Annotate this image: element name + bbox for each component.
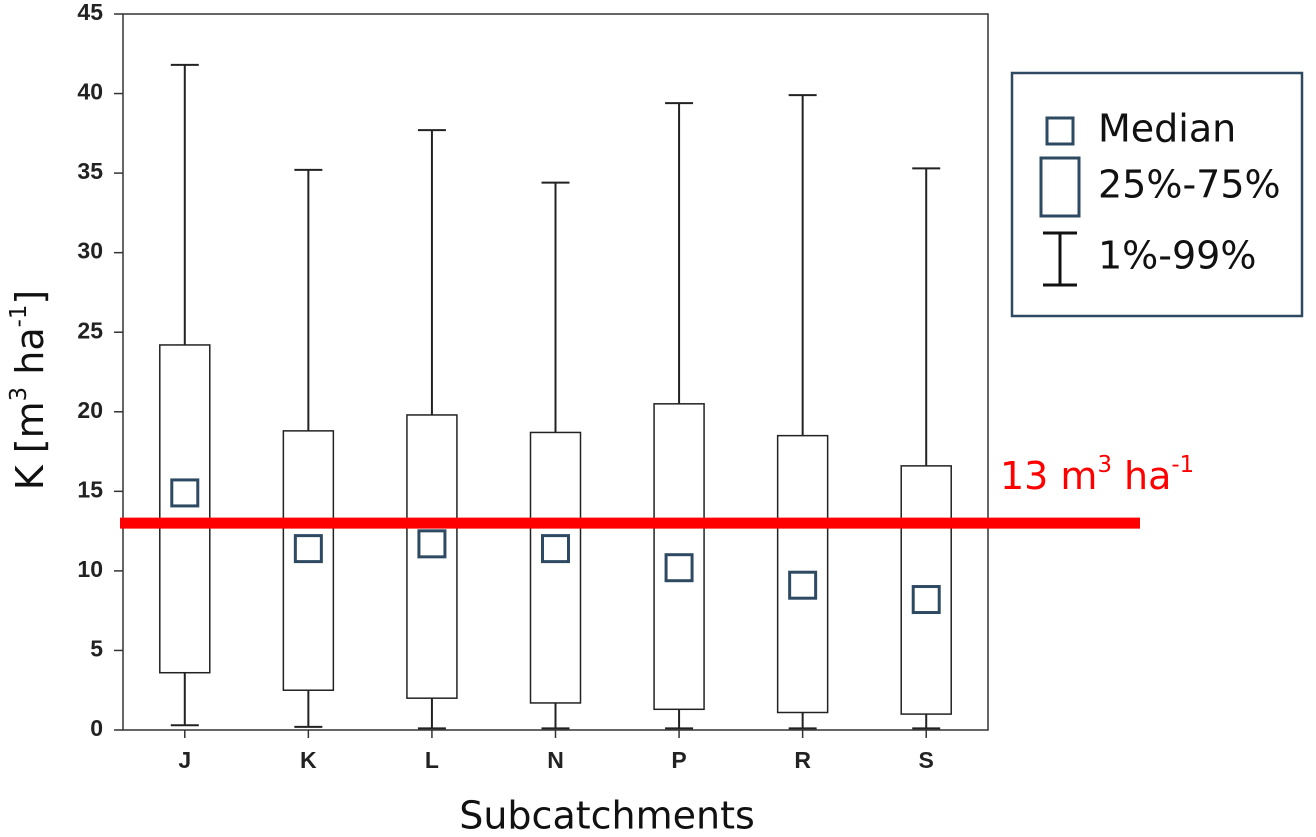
x-axis-label: Subcatchments [459,794,755,837]
legend-box [1010,71,1304,318]
median-marker [417,529,447,559]
y-tick-label: 40 [77,79,103,105]
text-part: ] [8,290,52,305]
x-tick-label: L [425,747,439,773]
y-tick-label: 0 [90,715,103,741]
median-marker [541,534,570,564]
y-axis-label: K [m3 ha-1] [6,290,52,490]
box [159,344,211,674]
reference-label: 13 m3 ha-1 [1000,452,1194,498]
legend-label: 1%-99% [1098,234,1256,278]
y-tick-label: 10 [77,556,103,582]
text-part: 3 [1097,452,1112,478]
text-part: 13 m [1000,454,1097,498]
x-tick-label: P [671,747,686,773]
y-tick-label: 30 [77,238,103,264]
box [653,403,705,711]
median-marker [788,570,818,600]
median-marker [664,553,694,583]
y-tick-label: 35 [77,158,103,184]
median-marker [911,585,941,615]
median-marker [293,534,323,564]
text-part: -1 [6,305,32,328]
box [776,434,829,714]
legend-label: 25%-75% [1098,163,1281,207]
y-tick-label: 25 [77,317,103,343]
y-tick-label: 5 [90,636,103,662]
text-part: 3 [6,387,32,402]
box [900,465,952,715]
text-part: ha [8,327,52,386]
x-tick-label: K [300,747,317,773]
y-tick-label: 45 [77,0,103,25]
y-tick-label: 20 [77,397,103,423]
text-part: ha [1112,454,1171,498]
legend-median-icon [1045,116,1075,146]
x-tick-label: S [919,747,934,773]
x-tick-label: R [794,747,811,773]
text-part: K [m [8,401,52,490]
legend-label: Median [1098,107,1236,151]
box [529,431,582,704]
text-part: -1 [1171,452,1194,478]
legend-box-icon [1039,156,1081,218]
x-tick-label: J [178,747,191,773]
x-tick-label: N [547,747,564,773]
median-marker [170,478,200,508]
y-tick-label: 15 [77,476,103,502]
